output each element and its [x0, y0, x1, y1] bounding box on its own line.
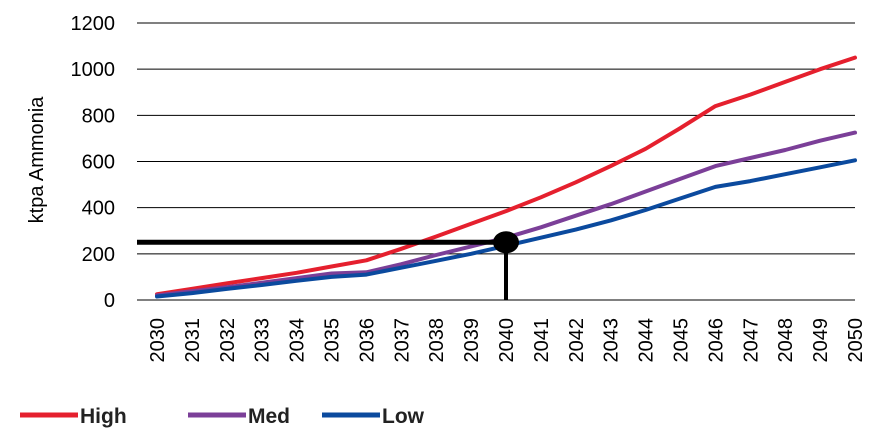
y-axis-title: ktpa Ammonia [26, 96, 48, 224]
legend-label: High [80, 405, 127, 428]
legend-item-med: Med [188, 405, 290, 428]
x-tick-label: 2047 [740, 318, 762, 363]
x-tick-label: 2037 [391, 318, 413, 363]
y-tick-label: 200 [82, 244, 115, 266]
x-tick-label: 2039 [461, 318, 483, 363]
x-tick-label: 2036 [356, 318, 378, 363]
legend: High Med Low [20, 405, 425, 428]
x-tick-label: 2040 [496, 318, 518, 363]
legend-label: Low [382, 405, 425, 428]
x-tick-label: 2038 [426, 318, 448, 363]
x-tick-label: 2042 [566, 318, 588, 363]
y-tick-label: 0 [104, 290, 115, 312]
x-tick-label: 2045 [671, 318, 693, 363]
x-tick-label: 2050 [845, 318, 867, 363]
y-tick-label: 600 [82, 152, 115, 174]
x-tick-label: 2034 [287, 318, 309, 363]
x-tick-label: 2030 [147, 318, 169, 363]
legend-item-low: Low [322, 405, 425, 428]
y-tick-label: 800 [82, 105, 115, 127]
legend-label: Med [248, 405, 290, 428]
y-tick-label: 1200 [71, 13, 116, 35]
x-tick-label: 2046 [705, 318, 727, 363]
x-tick-label: 2033 [252, 318, 274, 363]
x-tick-label: 2031 [182, 318, 204, 363]
x-tick-label: 2041 [531, 318, 553, 363]
gridlines [137, 22, 855, 301]
y-tick-labels: 0 200 400 600 800 1000 1200 [71, 13, 116, 312]
legend-item-high: High [20, 405, 127, 428]
annotation-marker [493, 231, 519, 254]
x-tick-labels: 2030 2031 2032 2033 2034 2035 2036 2037 2038 2039… [147, 318, 867, 363]
x-tick-label: 2049 [810, 318, 832, 363]
y-tick-label: 1000 [71, 59, 116, 81]
series-line-high [155, 55, 857, 297]
x-tick-label: 2032 [217, 318, 239, 363]
annotation [137, 231, 519, 300]
x-tick-label: 2044 [636, 318, 658, 363]
x-tick-label: 2048 [775, 318, 797, 363]
y-tick-label: 400 [82, 198, 115, 220]
x-tick-label: 2035 [322, 318, 344, 363]
x-tick-label: 2043 [601, 318, 623, 363]
